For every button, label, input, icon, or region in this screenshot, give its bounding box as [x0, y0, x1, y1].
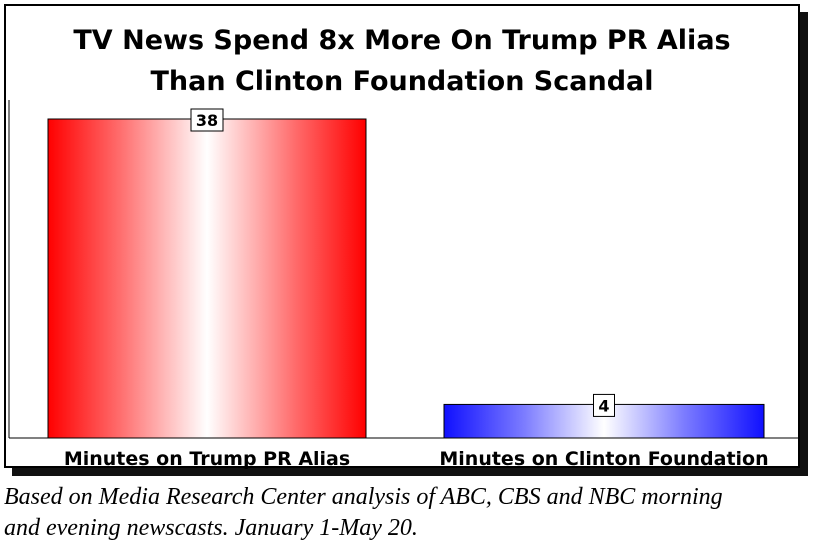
- chart-title-line-2: Than Clinton Foundation Scandal: [150, 66, 654, 97]
- chart-title: TV News Spend 8x More On Trump PR Alias …: [6, 20, 798, 102]
- bar-chart: 38 Minutes on Trump PR Alias 4 Minutes on C…: [8, 100, 798, 470]
- category-label-2: Minutes on Clinton Foundation: [439, 448, 768, 470]
- bar-1: [47, 118, 367, 439]
- data-label-2: 4: [598, 396, 609, 415]
- caption-line-2: and evening newscasts. January 1-May 20.: [4, 515, 418, 541]
- source-caption: Based on Media Research Center analysis …: [4, 482, 816, 544]
- category-label-1: Minutes on Trump PR Alias: [64, 448, 350, 470]
- caption-line-1: Based on Media Research Center analysis …: [4, 484, 723, 510]
- chart-title-line-1: TV News Spend 8x More On Trump PR Alias: [73, 25, 731, 56]
- data-label-box-1: [190, 108, 224, 132]
- bars-group: 38 Minutes on Trump PR Alias 4 Minutes on C…: [47, 108, 769, 470]
- data-label-1: 38: [196, 111, 218, 130]
- data-label-box-2: [593, 393, 615, 417]
